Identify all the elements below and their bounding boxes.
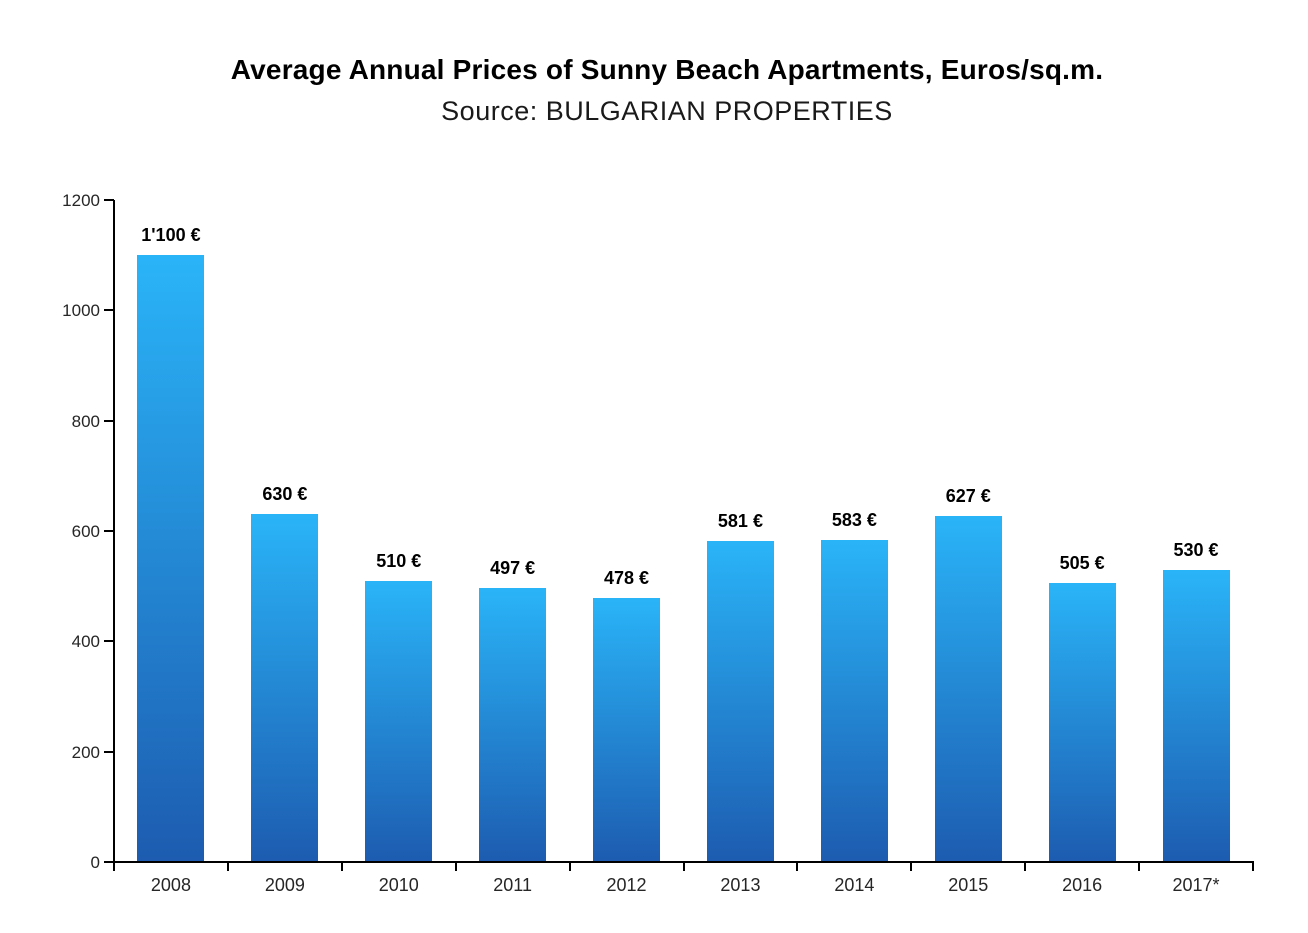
- y-axis-tick: [104, 530, 114, 532]
- y-axis-tick: [104, 750, 114, 753]
- bar: [137, 255, 205, 861]
- x-axis-tick: [568, 862, 571, 871]
- bar: [251, 514, 319, 861]
- bar: [479, 587, 547, 861]
- bar-value-label: 530 €: [1173, 539, 1219, 560]
- bar: [706, 541, 774, 861]
- y-axis-tick: [104, 199, 114, 201]
- bar-value-label: 583 €: [831, 510, 877, 531]
- x-tick-label: 2008: [150, 875, 191, 895]
- x-tick-label: 2014: [834, 875, 875, 895]
- bar: [820, 540, 888, 861]
- bar-value-label: 630 €: [262, 484, 308, 505]
- y-axis-tick: [104, 419, 114, 422]
- bar-value-label: 497 €: [490, 557, 536, 578]
- y-axis-tick: [104, 309, 114, 312]
- x-tick-label: 2013: [720, 875, 761, 895]
- y-tick-label: 600: [71, 522, 100, 541]
- x-axis-tick: [796, 862, 799, 871]
- y-tick-label: 1000: [62, 301, 100, 321]
- x-tick-label: 2015: [948, 875, 989, 895]
- bar-value-label: 505 €: [1059, 553, 1105, 574]
- x-axis-tick: [1024, 862, 1027, 871]
- y-tick-label: 800: [71, 411, 100, 431]
- bar: [1048, 583, 1116, 861]
- y-axis-tick: [104, 861, 114, 863]
- bar-value-label: 627 €: [945, 486, 991, 507]
- x-axis-tick: [910, 862, 913, 871]
- x-axis-tick: [340, 862, 343, 871]
- x-tick-label: 2012: [606, 875, 647, 895]
- bar-value-label: 478 €: [604, 568, 650, 589]
- bar-value-label: 581 €: [717, 511, 763, 532]
- x-axis-tick: [226, 862, 229, 871]
- y-tick-label: 400: [71, 632, 100, 652]
- x-tick-label: 2016: [1062, 875, 1103, 895]
- y-axis-tick: [104, 640, 114, 643]
- x-axis-tick: [113, 862, 115, 871]
- y-tick-label: 0: [90, 853, 100, 872]
- bar: [1162, 569, 1230, 861]
- bar-value-label: 1'100 €: [141, 225, 201, 246]
- x-tick-label: 2017*: [1172, 875, 1220, 895]
- x-axis-tick: [682, 862, 685, 871]
- chart-title: Average Annual Prices of Sunny Beach Apa…: [230, 54, 1104, 85]
- bar: [934, 516, 1002, 861]
- chart-subtitle: Source: BULGARIAN PROPERTIES: [441, 96, 893, 126]
- y-tick-label: 1200: [62, 191, 100, 210]
- bar: [365, 580, 433, 861]
- x-tick-label: 2010: [378, 875, 419, 895]
- x-axis-tick: [1252, 862, 1254, 871]
- x-tick-label: 2011: [493, 875, 532, 895]
- bar-value-label: 510 €: [376, 550, 422, 571]
- x-axis-tick: [454, 862, 457, 871]
- x-axis-tick: [1138, 862, 1141, 871]
- y-tick-label: 200: [71, 742, 100, 762]
- y-axis-line: [113, 200, 115, 863]
- x-tick-label: 2009: [264, 875, 305, 895]
- bar: [593, 598, 661, 861]
